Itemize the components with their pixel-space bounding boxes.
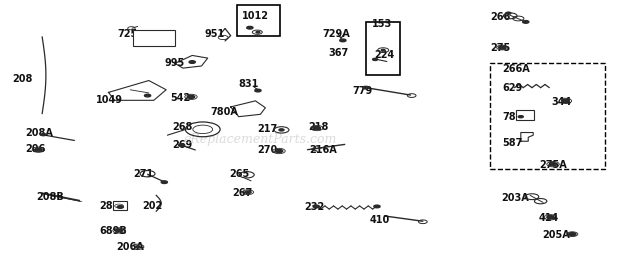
Circle shape [256, 31, 260, 33]
Text: 206: 206 [25, 144, 45, 154]
Circle shape [373, 58, 378, 60]
Text: 224: 224 [374, 50, 395, 60]
Circle shape [117, 206, 123, 208]
Text: 280: 280 [99, 201, 120, 211]
Text: 725: 725 [118, 29, 138, 39]
Text: 218: 218 [308, 122, 329, 132]
Text: 269: 269 [172, 140, 193, 150]
Circle shape [245, 191, 251, 194]
Text: 268: 268 [172, 122, 193, 132]
Text: 266A: 266A [502, 64, 530, 74]
Text: 951: 951 [205, 29, 225, 39]
Text: 265: 265 [229, 169, 250, 179]
Circle shape [135, 246, 140, 248]
Text: 275A: 275A [539, 160, 567, 170]
Circle shape [381, 49, 385, 51]
Bar [133, 30, 175, 46]
Text: 689B: 689B [99, 226, 127, 236]
Text: 205A: 205A [542, 230, 570, 240]
Text: 410: 410 [370, 215, 390, 225]
Circle shape [187, 95, 195, 98]
Circle shape [363, 86, 369, 89]
Text: 266: 266 [490, 12, 510, 22]
Text: 587: 587 [502, 138, 523, 148]
Circle shape [518, 116, 523, 118]
Circle shape [275, 149, 283, 153]
Circle shape [562, 99, 569, 102]
Circle shape [161, 181, 167, 183]
Circle shape [35, 148, 42, 151]
Text: 208A: 208A [25, 128, 53, 138]
Text: 275: 275 [490, 43, 510, 53]
Text: 367: 367 [329, 48, 349, 58]
Text: 780: 780 [502, 112, 523, 122]
Text: 542: 542 [170, 93, 191, 103]
Text: 780A: 780A [211, 107, 239, 117]
Bar [113, 201, 127, 210]
Text: 344: 344 [552, 97, 572, 107]
Text: 1049: 1049 [96, 95, 123, 105]
Circle shape [498, 46, 506, 49]
Text: 202: 202 [143, 201, 163, 211]
Text: 216A: 216A [309, 145, 337, 155]
Text: 208: 208 [12, 74, 33, 84]
Circle shape [523, 21, 529, 23]
Polygon shape [175, 55, 208, 68]
Circle shape [340, 39, 346, 42]
Circle shape [144, 94, 151, 97]
Bar [366, 22, 400, 75]
Circle shape [279, 129, 284, 131]
Polygon shape [108, 81, 166, 100]
Circle shape [549, 163, 557, 166]
Circle shape [569, 233, 576, 236]
Text: 729A: 729A [322, 29, 350, 39]
Circle shape [313, 126, 321, 130]
Circle shape [115, 229, 123, 232]
Text: 208B: 208B [36, 192, 64, 202]
Bar [490, 63, 604, 169]
Circle shape [313, 205, 319, 208]
Circle shape [255, 89, 261, 92]
Text: 232: 232 [304, 202, 324, 212]
Circle shape [547, 216, 554, 219]
Circle shape [41, 134, 46, 136]
Text: 414: 414 [538, 213, 559, 223]
Polygon shape [231, 101, 265, 117]
Polygon shape [521, 133, 533, 141]
Text: 629: 629 [502, 83, 523, 93]
Text: eReplacementParts.com: eReplacementParts.com [184, 133, 337, 147]
Text: 1012: 1012 [242, 11, 269, 21]
Bar [516, 110, 534, 120]
Text: 831: 831 [239, 79, 259, 89]
Text: 779: 779 [352, 86, 373, 96]
Text: 267: 267 [232, 188, 253, 198]
Text: 206A: 206A [117, 242, 144, 252]
Circle shape [506, 12, 511, 14]
Text: 270: 270 [257, 145, 278, 155]
Circle shape [374, 205, 380, 208]
Circle shape [247, 26, 253, 29]
Circle shape [189, 61, 195, 63]
Text: 271: 271 [133, 169, 154, 179]
Bar [237, 5, 280, 36]
Text: 203A: 203A [501, 193, 529, 203]
Circle shape [179, 144, 185, 147]
Text: 217: 217 [257, 124, 278, 134]
Text: 153: 153 [372, 19, 392, 29]
Text: 995: 995 [164, 58, 185, 68]
